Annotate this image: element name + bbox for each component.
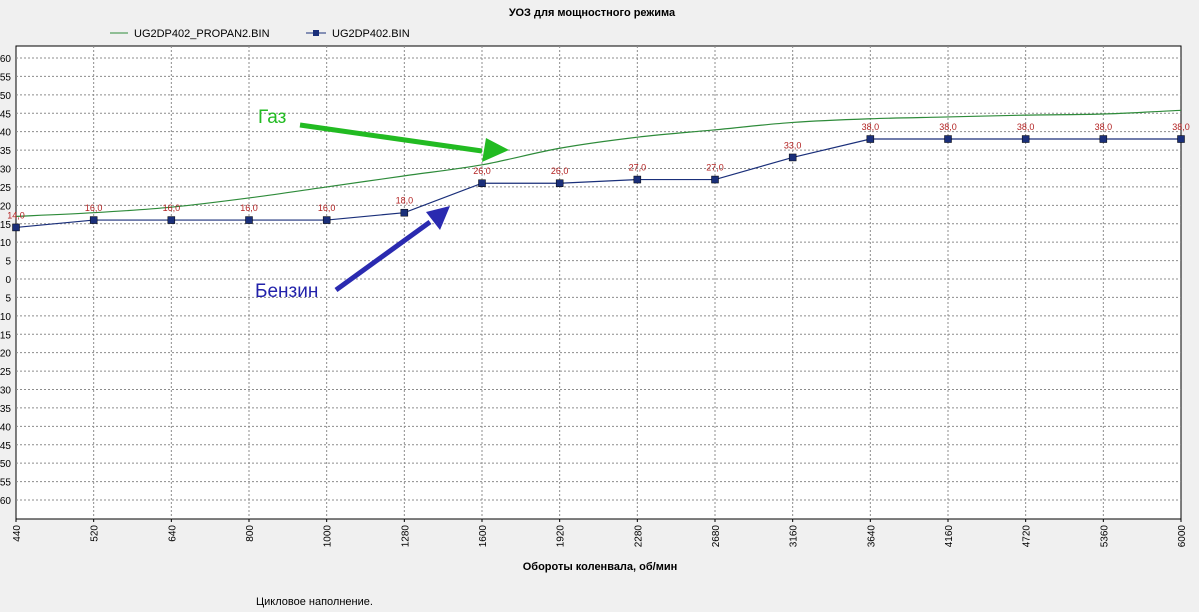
data-point	[1022, 136, 1029, 143]
legend: UG2DP402_PROPAN2.BIN UG2DP402.BIN	[110, 28, 410, 40]
y-tick-label: 15	[0, 330, 11, 341]
y-tick-label: 50	[0, 459, 11, 470]
data-label: 18,0	[396, 196, 414, 206]
data-label: 26,0	[473, 166, 491, 176]
legend-marker-petrol	[313, 30, 319, 36]
x-tick-label: 520	[90, 525, 101, 542]
data-label: 26,0	[551, 166, 569, 176]
x-tick-label: 4720	[1022, 525, 1033, 548]
y-tick-label: 25	[0, 367, 11, 378]
data-label: 33,0	[784, 140, 802, 150]
y-tick-label: 60	[0, 54, 11, 65]
x-tick-label: 800	[245, 525, 256, 542]
data-point	[867, 136, 874, 143]
data-label: 38,0	[939, 122, 957, 132]
data-point	[1100, 136, 1107, 143]
data-point	[168, 217, 175, 224]
y-tick-label: 25	[0, 183, 11, 194]
y-tick-label: 50	[0, 91, 11, 102]
data-label: 16,0	[318, 203, 336, 213]
data-label: 38,0	[1095, 122, 1113, 132]
x-tick-label: 2280	[633, 525, 644, 548]
data-label: 14,0	[7, 210, 25, 220]
data-point	[479, 180, 486, 187]
y-tick-label: 30	[0, 165, 11, 176]
x-tick-label: 1280	[400, 525, 411, 548]
legend-label-gas: UG2DP402_PROPAN2.BIN	[134, 28, 270, 40]
y-tick-label: 30	[0, 386, 11, 397]
y-tick-label: 40	[0, 128, 11, 139]
x-tick-label: 3160	[789, 525, 800, 548]
x-tick-label: 1600	[478, 525, 489, 548]
x-tick-label: 1000	[323, 525, 334, 548]
data-point	[246, 217, 253, 224]
data-label: 16,0	[240, 203, 258, 213]
data-label: 16,0	[163, 203, 181, 213]
y-tick-label: 0	[5, 275, 11, 286]
y-tick-label: 55	[0, 478, 11, 489]
y-tick-label: 10	[0, 312, 11, 323]
data-point	[1178, 136, 1185, 143]
y-tick-label: 45	[0, 441, 11, 452]
data-label: 27,0	[629, 163, 647, 173]
data-point	[789, 154, 796, 161]
data-label: 27,0	[706, 163, 724, 173]
y-tick-label: 5	[5, 293, 11, 304]
data-point	[323, 217, 330, 224]
y-tick-label: 45	[0, 109, 11, 120]
y-axis: 6055504540353025201510505101520253035404…	[0, 54, 11, 507]
gas-annotation: Газ	[258, 107, 286, 128]
x-tick-label: 4160	[944, 525, 955, 548]
y-tick-label: 10	[0, 238, 11, 249]
data-point	[401, 209, 408, 216]
data-point	[712, 176, 719, 183]
y-tick-label: 35	[0, 146, 11, 157]
x-tick-label: 5360	[1099, 525, 1110, 548]
data-point	[13, 224, 20, 231]
footer-note: Цикловое наполнение.	[256, 596, 373, 608]
data-label: 38,0	[862, 122, 880, 132]
chart-title: УОЗ для мощностного режима	[509, 7, 676, 19]
x-axis-title: Обороты коленвала, об/мин	[523, 561, 678, 573]
y-tick-label: 5	[5, 257, 11, 268]
y-tick-label: 15	[0, 220, 11, 231]
x-tick-label: 440	[12, 525, 23, 542]
data-point	[556, 180, 563, 187]
y-tick-label: 20	[0, 349, 11, 360]
data-point	[634, 176, 641, 183]
plot-area	[16, 46, 1181, 519]
x-tick-label: 3640	[866, 525, 877, 548]
data-point	[945, 136, 952, 143]
x-tick-label: 2680	[711, 525, 722, 548]
x-axis: 440 520 640 800 1000 1280 1600 1920 2280 2680 3160…	[12, 519, 1188, 547]
x-tick-label: 6000	[1177, 525, 1188, 548]
petrol-annotation: Бензин	[255, 281, 318, 302]
y-tick-label: 55	[0, 72, 11, 83]
data-point	[90, 217, 97, 224]
data-label: 38,0	[1017, 122, 1035, 132]
x-tick-label: 1920	[556, 525, 567, 548]
y-tick-label: 60	[0, 496, 11, 507]
y-tick-label: 35	[0, 404, 11, 415]
x-tick-label: 640	[167, 525, 178, 542]
legend-label-petrol: UG2DP402.BIN	[332, 28, 410, 40]
data-label: 38,0	[1172, 122, 1190, 132]
y-tick-label: 40	[0, 422, 11, 433]
data-label: 16,0	[85, 203, 103, 213]
